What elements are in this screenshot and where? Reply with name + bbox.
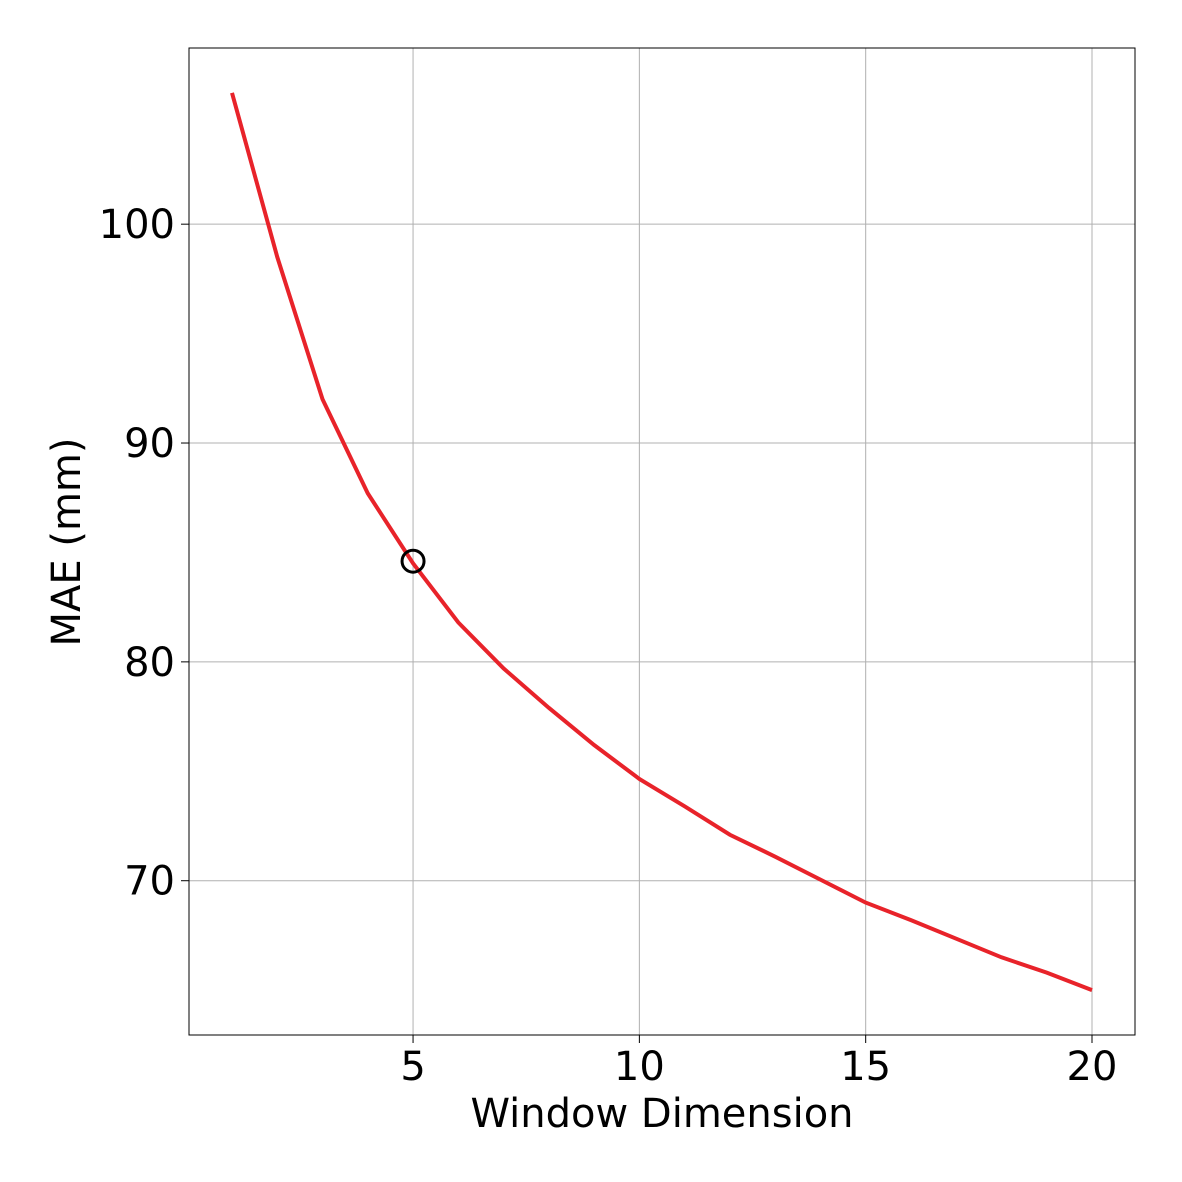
x-tick-label: 5 [400,1044,425,1090]
x-axis-label: Window Dimension [470,1091,853,1137]
y-tick-label: 70 [124,859,175,905]
y-tick-label: 100 [99,202,175,248]
plot-frame [188,47,1136,1036]
y-tick-label: 90 [124,421,175,467]
x-tick-label: 20 [1067,1044,1118,1090]
x-tick-label: 15 [840,1044,891,1090]
line [230,92,1093,993]
y-tick-label: 80 [124,640,175,686]
highlight-marker [400,548,426,574]
x-tick-label: 10 [614,1044,665,1090]
y-axis-label: MAE (mm) [44,437,90,646]
